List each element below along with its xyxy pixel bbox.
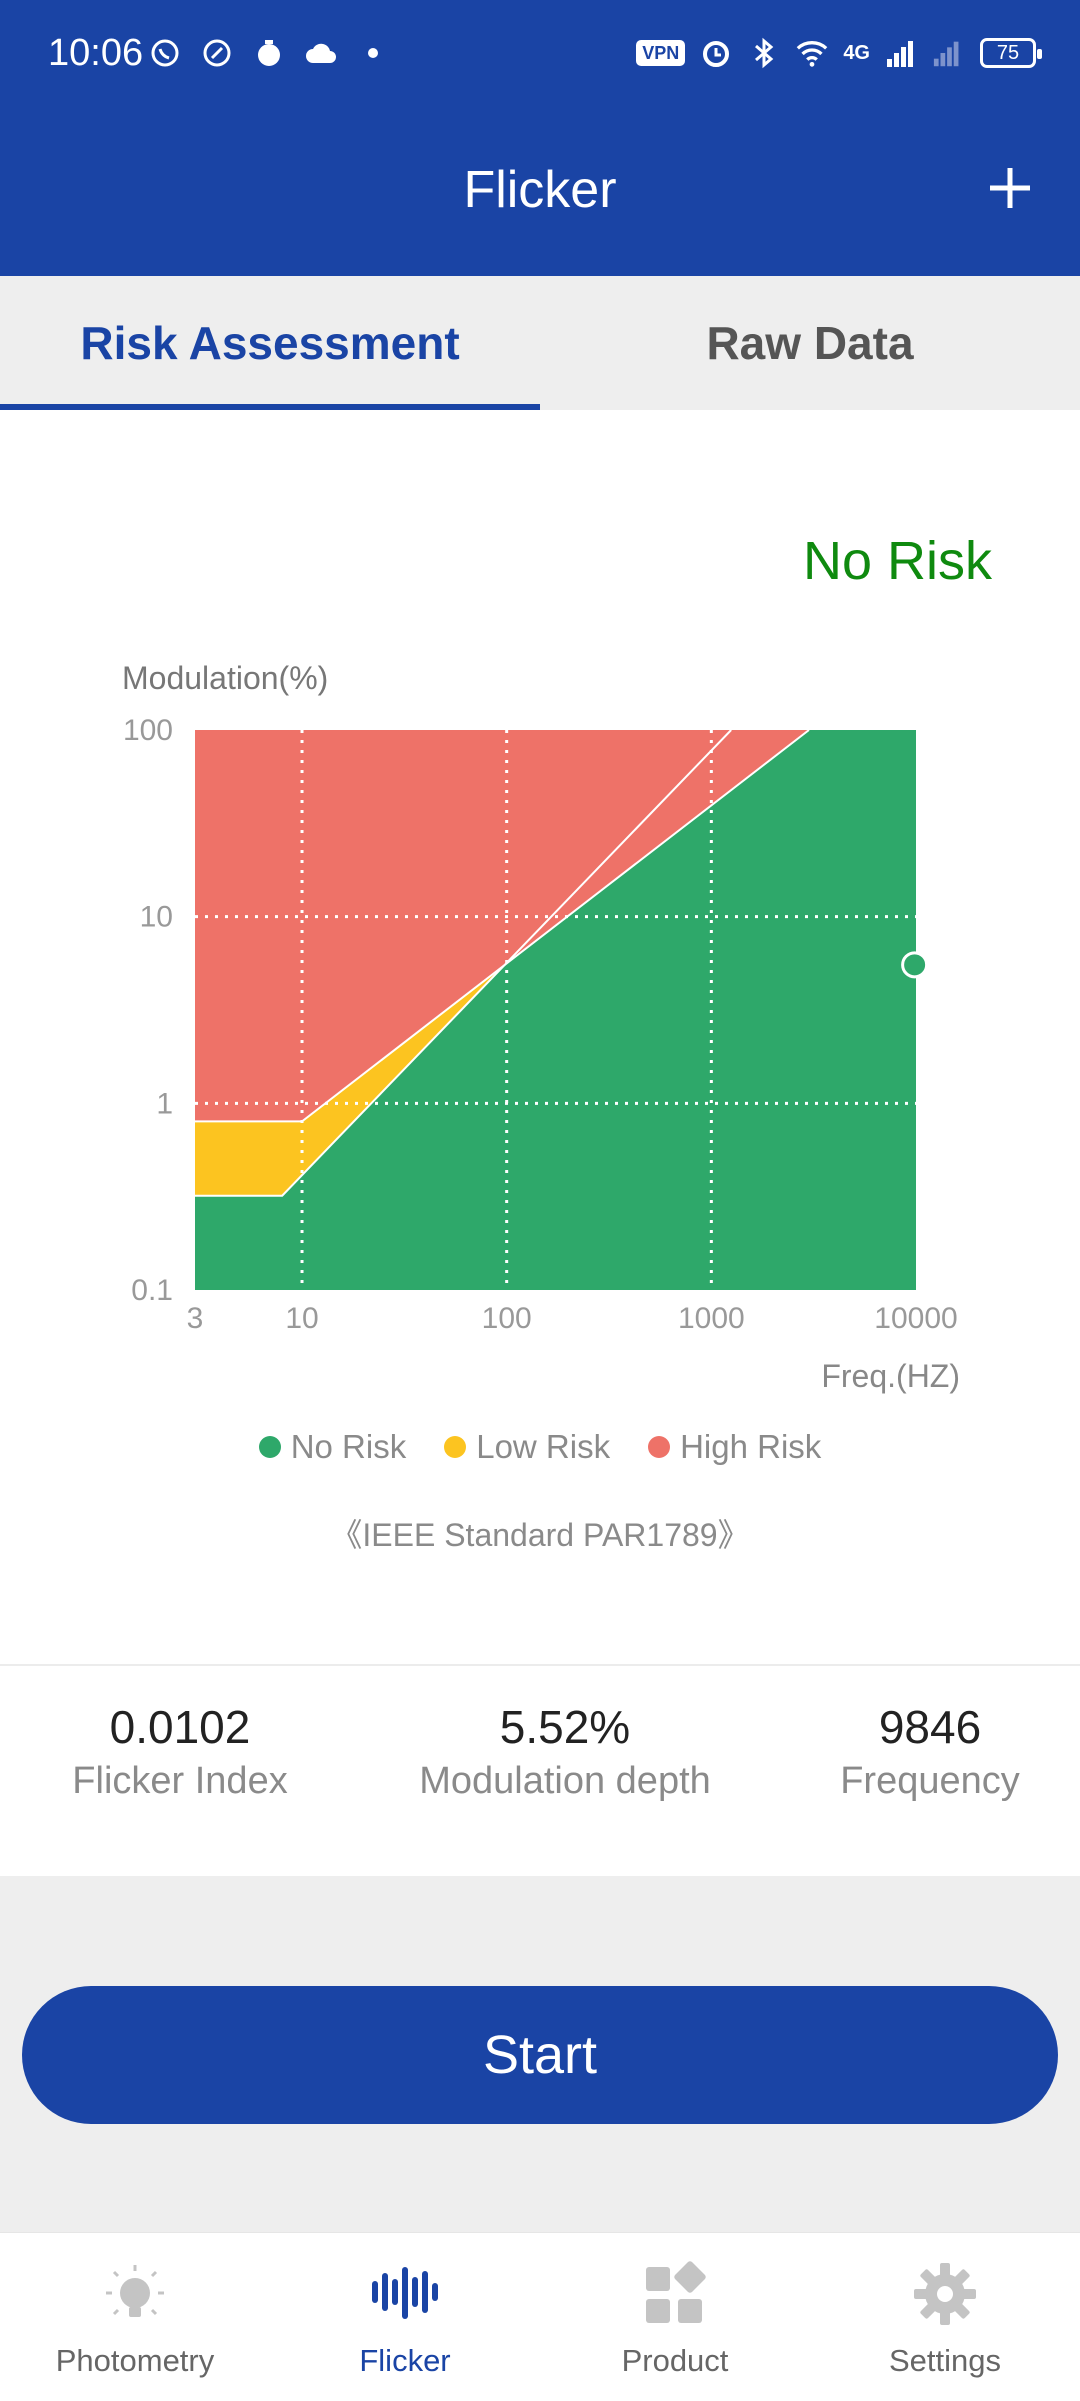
x-tick-label: 10000 bbox=[874, 1302, 957, 1335]
x-tick-label: 1000 bbox=[678, 1302, 745, 1335]
add-button[interactable] bbox=[980, 158, 1040, 218]
nav-label-settings: Settings bbox=[888, 2343, 1001, 2378]
bottom-navigation: Photometry Flicker Product bbox=[0, 2232, 1080, 2401]
chart-svg: 100 10 1 0.1 3 10 100 1000 10000 bbox=[123, 714, 958, 1335]
frequency-label: Frequency bbox=[840, 1760, 1020, 1802]
nav-label-flicker: Flicker bbox=[359, 2343, 451, 2378]
tab-risk-assessment[interactable]: Risk Assessment bbox=[80, 317, 460, 369]
y-axis-title: Modulation(%) bbox=[122, 660, 329, 696]
legend-item-no-risk: No Risk bbox=[258, 1428, 407, 1466]
legend-label-no-risk: No Risk bbox=[290, 1428, 407, 1465]
compass-icon bbox=[200, 36, 234, 70]
y-tick-label: 1 bbox=[156, 1087, 173, 1120]
nav-label-product: Product bbox=[621, 2343, 729, 2378]
metric-frequency: 9846 Frequency bbox=[800, 1700, 1060, 1803]
low-risk-boundary bbox=[195, 729, 732, 1197]
flicker-index-value: 0.0102 bbox=[109, 1701, 251, 1753]
legend-item-low-risk: Low Risk bbox=[444, 1428, 610, 1466]
status-time: 10:06 bbox=[48, 32, 144, 74]
dot-icon bbox=[356, 36, 390, 70]
bluetooth-icon bbox=[747, 36, 781, 70]
measurement-point bbox=[901, 951, 929, 979]
y-tick-label: 100 bbox=[123, 714, 173, 747]
bulb-icon bbox=[106, 2265, 164, 2317]
metric-modulation-depth: 5.52% Modulation depth bbox=[390, 1700, 740, 1803]
wifi-icon bbox=[795, 36, 829, 70]
flicker-risk-chart: Modulation(%) 100 10 1 0.1 3 10 100 1000 10000 F… bbox=[0, 640, 1080, 1400]
battery-level: 75 bbox=[996, 41, 1020, 64]
start-button[interactable]: Start bbox=[22, 1986, 1058, 2124]
risk-result: No Risk bbox=[802, 531, 992, 591]
legend-dot-low-risk bbox=[444, 1436, 467, 1458]
nav-label-photometry: Photometry bbox=[55, 2343, 215, 2378]
tab-bar: Risk Assessment Raw Data bbox=[0, 276, 1080, 410]
legend-label-high-risk: High Risk bbox=[680, 1428, 822, 1465]
signal-weak-icon bbox=[932, 36, 966, 70]
metrics-panel: 0.0102 Flicker Index 5.52% Modulation de… bbox=[0, 1700, 1080, 1876]
standard-reference: 《IEEE Standard PAR1789》 bbox=[330, 1517, 750, 1553]
y-tick-label: 0.1 bbox=[131, 1274, 173, 1307]
legend-dot-high-risk bbox=[648, 1436, 671, 1458]
app-header: 10:06 VPN bbox=[0, 0, 1080, 276]
cloud-icon bbox=[304, 36, 338, 70]
signal-icon bbox=[884, 36, 918, 70]
high-risk-region bbox=[195, 730, 809, 1122]
x-tick-label: 100 bbox=[482, 1302, 532, 1335]
metric-flicker-index: 0.0102 Flicker Index bbox=[40, 1700, 320, 1803]
x-tick-label: 3 bbox=[187, 1302, 204, 1335]
grid-icon bbox=[646, 2261, 706, 2323]
page-title: Flicker bbox=[463, 161, 617, 219]
legend-dot-no-risk bbox=[258, 1436, 281, 1458]
network-type-label: 4G bbox=[843, 41, 870, 64]
whatsapp-icon bbox=[148, 36, 182, 70]
modulation-depth-value: 5.52% bbox=[499, 1701, 631, 1753]
legend-item-high-risk: High Risk bbox=[648, 1428, 821, 1466]
status-notification-icons bbox=[148, 36, 390, 70]
modulation-depth-label: Modulation depth bbox=[419, 1760, 711, 1802]
stopwatch-icon bbox=[252, 36, 286, 70]
nav-settings[interactable]: Settings bbox=[810, 2233, 1080, 2401]
nav-photometry[interactable]: Photometry bbox=[0, 2233, 270, 2401]
plus-icon bbox=[990, 168, 1030, 208]
tab-raw-data[interactable]: Raw Data bbox=[706, 317, 914, 369]
waveform-icon bbox=[372, 2267, 438, 2319]
x-tick-label: 10 bbox=[285, 1302, 318, 1335]
status-system-icons: VPN 4G 75 bbox=[636, 36, 1042, 70]
nav-flicker[interactable]: Flicker bbox=[270, 2233, 540, 2401]
nav-product[interactable]: Product bbox=[540, 2233, 810, 2401]
x-axis-title: Freq.(HZ) bbox=[821, 1358, 960, 1394]
flicker-index-label: Flicker Index bbox=[72, 1760, 288, 1802]
chart-legend: No Risk Low Risk High Risk bbox=[0, 1428, 1080, 1466]
frequency-value: 9846 bbox=[878, 1701, 982, 1753]
status-bar: 10:06 VPN bbox=[0, 0, 1080, 110]
vpn-icon: VPN bbox=[636, 40, 686, 66]
gear-icon bbox=[914, 2263, 976, 2325]
battery-icon: 75 bbox=[980, 38, 1042, 68]
divider bbox=[0, 1664, 1080, 1666]
legend-label-low-risk: Low Risk bbox=[476, 1428, 611, 1465]
y-tick-label: 10 bbox=[140, 901, 173, 934]
alarm-icon bbox=[699, 36, 733, 70]
active-tab-indicator bbox=[0, 404, 540, 410]
